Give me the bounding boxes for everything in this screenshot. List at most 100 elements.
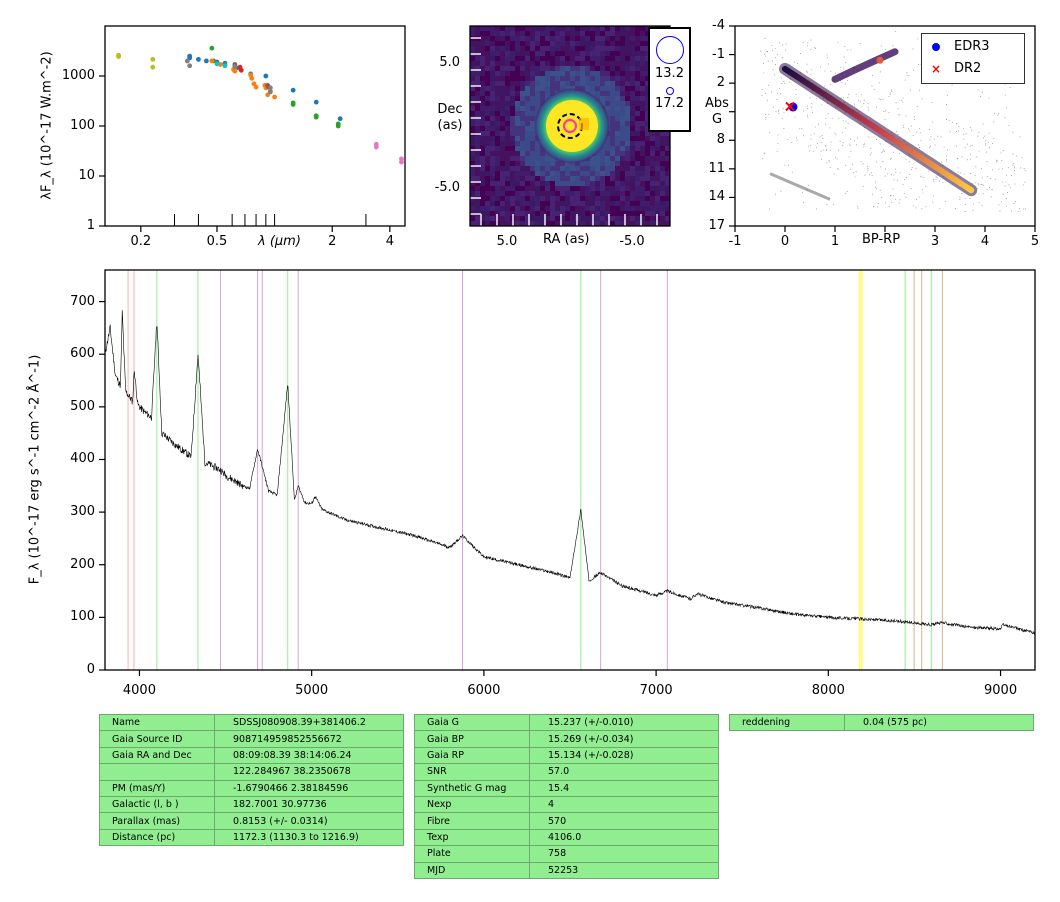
image-pixel [620, 191, 625, 196]
hrd-xtick-label: -1 [728, 234, 742, 249]
hrd-star [881, 152, 883, 154]
image-pixel [525, 56, 530, 61]
image-pixel [560, 101, 565, 106]
image-pixel [590, 141, 595, 146]
image-pixel [540, 101, 545, 106]
image-pixel [550, 196, 555, 201]
image-pixel [490, 116, 495, 121]
image-pixel [630, 61, 635, 66]
image-pixel [505, 101, 510, 106]
hrd-star [980, 96, 982, 98]
image-pixel [480, 126, 485, 131]
image-pixel [520, 156, 525, 161]
image-pixel [605, 121, 610, 126]
image-pixel [580, 161, 585, 166]
hrd-star [824, 70, 826, 72]
image-pixel [500, 141, 505, 146]
image-pixel [510, 66, 515, 71]
image-pixel [635, 156, 640, 161]
image-pixel [625, 116, 630, 121]
image-pixel [490, 176, 495, 181]
image-pixel [585, 156, 590, 161]
image-pixel [610, 171, 615, 176]
image-pixel [590, 221, 595, 226]
image-pixel [595, 36, 600, 41]
hrd-star [912, 135, 914, 136]
image-pixel [485, 36, 490, 41]
image-pixel [575, 81, 580, 86]
image-pixel [600, 96, 605, 101]
image-pixel [535, 206, 540, 211]
image-pixel [635, 116, 640, 121]
image-pixel [545, 61, 550, 66]
hrd-star [837, 168, 839, 170]
image-pixel [580, 106, 585, 111]
image-pixel [480, 26, 485, 31]
cutout-ylabel: Dec (as) [437, 102, 463, 133]
image-pixel [495, 31, 500, 36]
image-pixel [635, 126, 640, 131]
image-pixel [535, 121, 540, 126]
image-pixel [555, 151, 560, 156]
spectrum-xtick-label: 6000 [467, 683, 501, 698]
hrd-star [956, 131, 957, 132]
image-pixel [555, 161, 560, 166]
image-pixel [535, 126, 540, 131]
table-key: Plate [414, 845, 530, 863]
hrd-star [803, 110, 805, 112]
image-pixel [505, 131, 510, 136]
image-pixel [620, 106, 625, 111]
image-pixel [560, 191, 565, 196]
table-key: PM (mas/Y) [99, 779, 215, 797]
image-pixel [505, 36, 510, 41]
image-pixel [625, 111, 630, 116]
image-pixel [545, 56, 550, 61]
image-pixel [475, 31, 480, 36]
hrd-star [978, 150, 980, 152]
image-pixel [620, 166, 625, 171]
image-pixel [665, 211, 670, 216]
image-pixel [615, 146, 620, 151]
image-pixel [625, 141, 630, 146]
hrd-star [845, 120, 847, 122]
image-pixel [555, 166, 560, 171]
cutout-overlays [470, 37, 658, 226]
hrd-star [857, 137, 858, 139]
image-pixel [545, 201, 550, 206]
hrd-star [857, 68, 859, 70]
image-pixel [520, 151, 525, 156]
image-pixel [525, 81, 530, 86]
hrd-star [815, 98, 817, 100]
image-pixel [640, 116, 645, 121]
hrd-star [825, 150, 827, 152]
edr3-marker-icon [932, 42, 940, 51]
table-key: Synthetic G mag [414, 779, 530, 797]
image-pixel [585, 26, 590, 31]
hrd-star [845, 62, 847, 64]
image-pixel [520, 161, 525, 166]
hrd-star [917, 38, 919, 40]
hrd-star [1005, 107, 1007, 109]
hrd-star [765, 92, 767, 94]
mag-bright-label: 13.2 [655, 66, 684, 81]
image-pixel [595, 106, 600, 111]
image-pixel [535, 116, 540, 121]
image-pixel [520, 181, 525, 186]
image-pixel [625, 71, 630, 76]
table-row: Nexp 4 [414, 795, 719, 814]
image-pixel [495, 26, 500, 31]
image-pixel [550, 111, 555, 116]
image-pixel [545, 41, 550, 46]
image-pixel [510, 141, 515, 146]
image-pixel [615, 96, 620, 101]
image-pixel [550, 66, 555, 71]
hrd-star [850, 150, 852, 152]
image-pixel [640, 56, 645, 61]
image-pixel [495, 201, 500, 206]
image-pixel [650, 141, 655, 146]
sed-point [187, 55, 193, 61]
image-pixel [585, 91, 590, 96]
hrd-star [781, 56, 783, 58]
image-pixel [505, 51, 510, 56]
hrd-star [879, 82, 880, 84]
